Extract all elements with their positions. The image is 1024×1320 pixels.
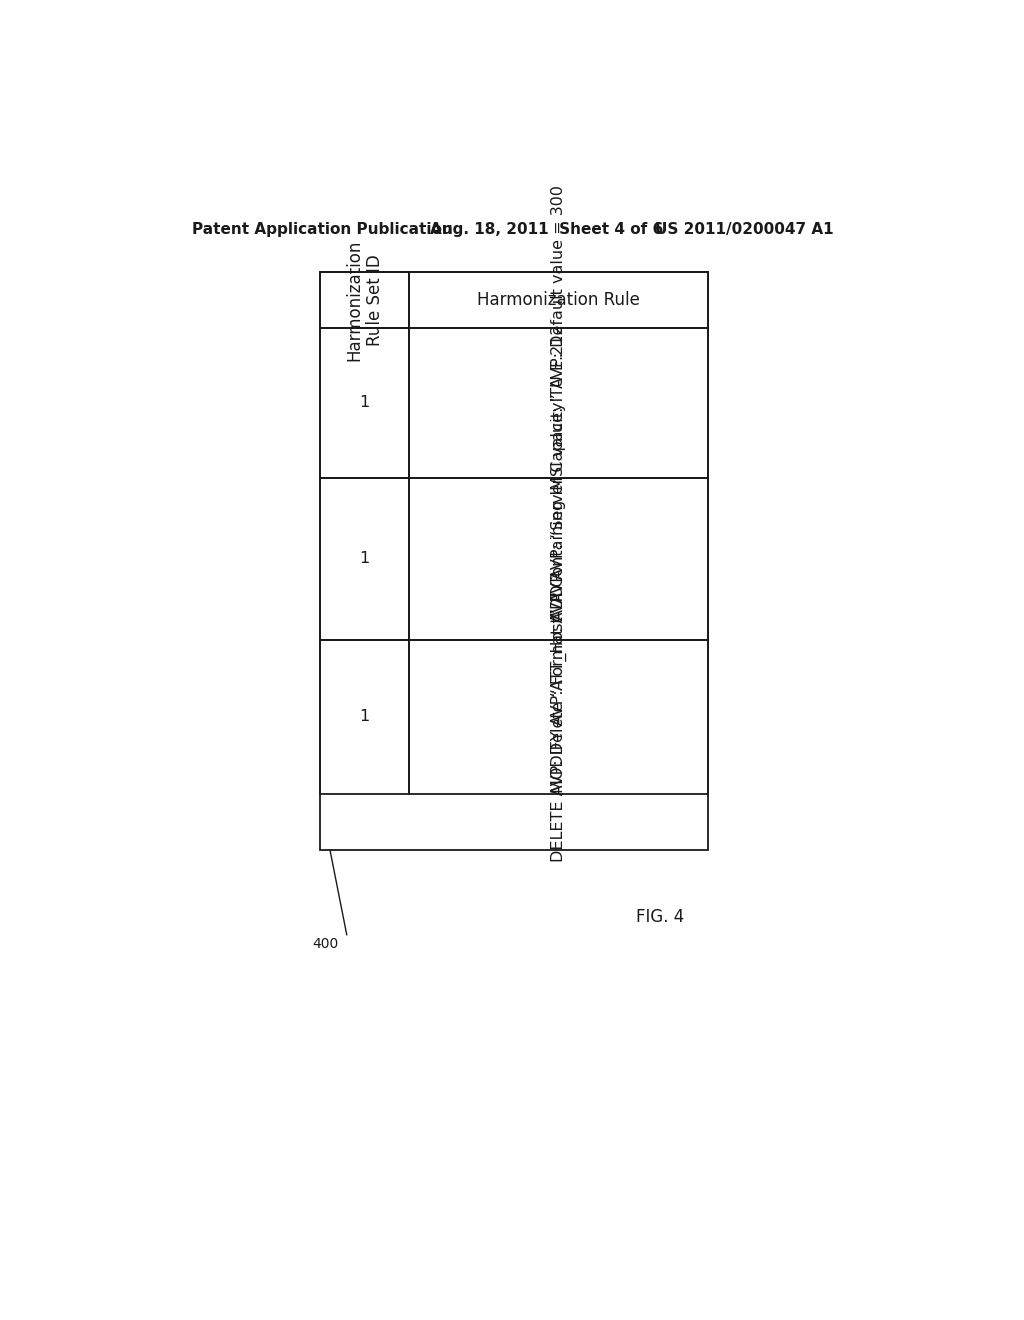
Text: 1: 1 bbox=[359, 709, 370, 725]
Bar bbox=[410, 327, 708, 478]
Bar bbox=[321, 272, 708, 850]
Text: DELETE AVP: Delete “ATT_Host” AVP: DELETE AVP: Delete “ATT_Host” AVP bbox=[551, 572, 566, 862]
Text: 1: 1 bbox=[359, 552, 370, 566]
Text: 1: 1 bbox=[359, 396, 370, 411]
Text: ADD AVP: “Server Capacity” AVP: Default value = 300: ADD AVP: “Server Capacity” AVP: Default … bbox=[551, 185, 566, 620]
Text: Patent Application Publication: Patent Application Publication bbox=[193, 222, 453, 236]
Bar bbox=[321, 478, 410, 640]
Text: Harmonization
Rule Set ID: Harmonization Rule Set ID bbox=[345, 239, 384, 360]
Bar bbox=[410, 272, 708, 327]
Text: Aug. 18, 2011  Sheet 4 of 6: Aug. 18, 2011 Sheet 4 of 6 bbox=[430, 222, 664, 236]
Bar bbox=[321, 640, 410, 793]
Bar bbox=[321, 272, 410, 327]
Text: FIG. 4: FIG. 4 bbox=[636, 908, 684, 925]
Text: MODIFY AVP: Format AVP Containing IMSI value: ITU E.212: MODIFY AVP: Format AVP Containing IMSI v… bbox=[551, 325, 566, 793]
Text: Harmonization Rule: Harmonization Rule bbox=[477, 292, 640, 309]
Bar bbox=[410, 640, 708, 793]
Text: 400: 400 bbox=[312, 937, 339, 950]
Bar bbox=[321, 327, 410, 478]
Text: US 2011/0200047 A1: US 2011/0200047 A1 bbox=[655, 222, 834, 236]
Bar bbox=[410, 478, 708, 640]
